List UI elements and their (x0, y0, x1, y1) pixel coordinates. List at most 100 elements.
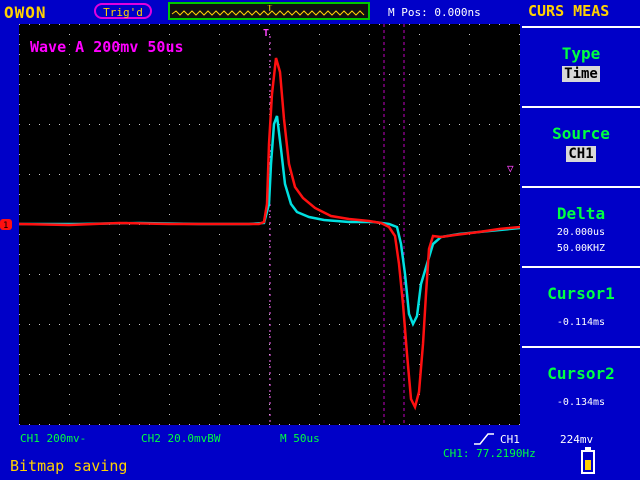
grid-dot (29, 324, 30, 325)
grid-dot (159, 374, 160, 375)
menu-cursor1[interactable]: Cursor1 -0.114ms (522, 266, 640, 344)
grid-dot (219, 304, 220, 305)
battery-level (585, 460, 591, 470)
grid-dot (479, 174, 480, 175)
waveform-svg: T (18, 24, 521, 425)
grid-dot (69, 244, 70, 245)
grid-dot (449, 24, 450, 25)
grid-dot (419, 164, 420, 165)
grid-dot (159, 324, 160, 325)
grid-dot (519, 154, 520, 155)
grid-dot (209, 274, 210, 275)
grid-dot (369, 404, 370, 405)
grid-dot (419, 344, 420, 345)
grid-dot (479, 124, 480, 125)
grid-dot (159, 424, 160, 425)
grid-dot (469, 154, 470, 155)
grid-dot (519, 304, 520, 305)
grid-dot (319, 74, 320, 75)
grid-dot (99, 24, 100, 25)
grid-dot (219, 134, 220, 135)
grid-dot (499, 74, 500, 75)
grid-dot (349, 424, 350, 425)
grid-dot (499, 274, 500, 275)
trigger-level: 224mv (560, 433, 594, 446)
ch1-trace (18, 57, 521, 411)
grid-dot (279, 374, 280, 375)
grid-dot (99, 74, 100, 75)
grid-dot (519, 394, 520, 395)
grid-dot (469, 354, 470, 355)
grid-dot (349, 124, 350, 125)
grid-dot (469, 44, 470, 45)
grid-dot (69, 74, 70, 75)
grid-dot (99, 324, 100, 325)
grid-dot (49, 324, 50, 325)
grid-dot (329, 424, 330, 425)
grid-dot (399, 224, 400, 225)
grid-dot (109, 124, 110, 125)
grid-dot (169, 54, 170, 55)
menu-delta-title: Delta (556, 204, 606, 223)
grid-dot (89, 174, 90, 175)
grid-dot (19, 234, 20, 235)
menu-type-value: Time (562, 66, 600, 82)
grid-dot (299, 324, 300, 325)
grid-dot (169, 214, 170, 215)
grid-dot (419, 84, 420, 85)
grid-dot (179, 374, 180, 375)
grid-dot (459, 74, 460, 75)
grid-dot (69, 234, 70, 235)
grid-dot (359, 224, 360, 225)
grid-dot (439, 24, 440, 25)
grid-dot (129, 324, 130, 325)
grid-dot (419, 234, 420, 235)
menu-title: CURS MEAS (528, 2, 610, 20)
grid-dot (119, 64, 120, 65)
grid-dot (99, 374, 100, 375)
grid-dot (419, 124, 420, 125)
menu-source[interactable]: Source CH1 (522, 106, 640, 184)
grid-dot (519, 314, 520, 315)
timebase: M 50us (280, 432, 320, 445)
grid-dot (219, 344, 220, 345)
grid-dot (369, 164, 370, 165)
grid-dot (469, 254, 470, 255)
grid-dot (419, 114, 420, 115)
grid-dot (319, 134, 320, 135)
menu-type[interactable]: Type Time (522, 26, 640, 104)
grid-dot (319, 414, 320, 415)
grid-dot (119, 54, 120, 55)
menu-source-title: Source (552, 124, 610, 143)
grid-dot (409, 224, 410, 225)
grid-dot (19, 94, 20, 95)
grid-dot (369, 174, 370, 175)
grid-dot (519, 424, 520, 425)
grid-dot (189, 74, 190, 75)
grid-dot (509, 74, 510, 75)
menu-delta[interactable]: Delta 20.000us 50.00KHZ (522, 186, 640, 264)
grid-dot (439, 274, 440, 275)
grid-dot (369, 344, 370, 345)
grid-dot (19, 414, 20, 415)
grid-dot (59, 24, 60, 25)
battery-icon (581, 450, 595, 474)
grid-dot (19, 24, 20, 25)
menu-cursor2[interactable]: Cursor2 -0.134ms (522, 346, 640, 424)
grid-dot (219, 114, 220, 115)
grid-dot (19, 304, 20, 305)
grid-dot (219, 294, 220, 295)
grid-dot (269, 344, 270, 345)
grid-dot (519, 144, 520, 145)
grid-dot (269, 314, 270, 315)
grid-dot (69, 184, 70, 185)
grid-dot (119, 284, 120, 285)
grid-dot (119, 164, 120, 165)
grid-dot (139, 424, 140, 425)
grid-dot (69, 384, 70, 385)
grid-dot (239, 324, 240, 325)
grid-dot (109, 24, 110, 25)
grid-dot (109, 374, 110, 375)
grid-dot (169, 424, 170, 425)
grid-dot (169, 254, 170, 255)
